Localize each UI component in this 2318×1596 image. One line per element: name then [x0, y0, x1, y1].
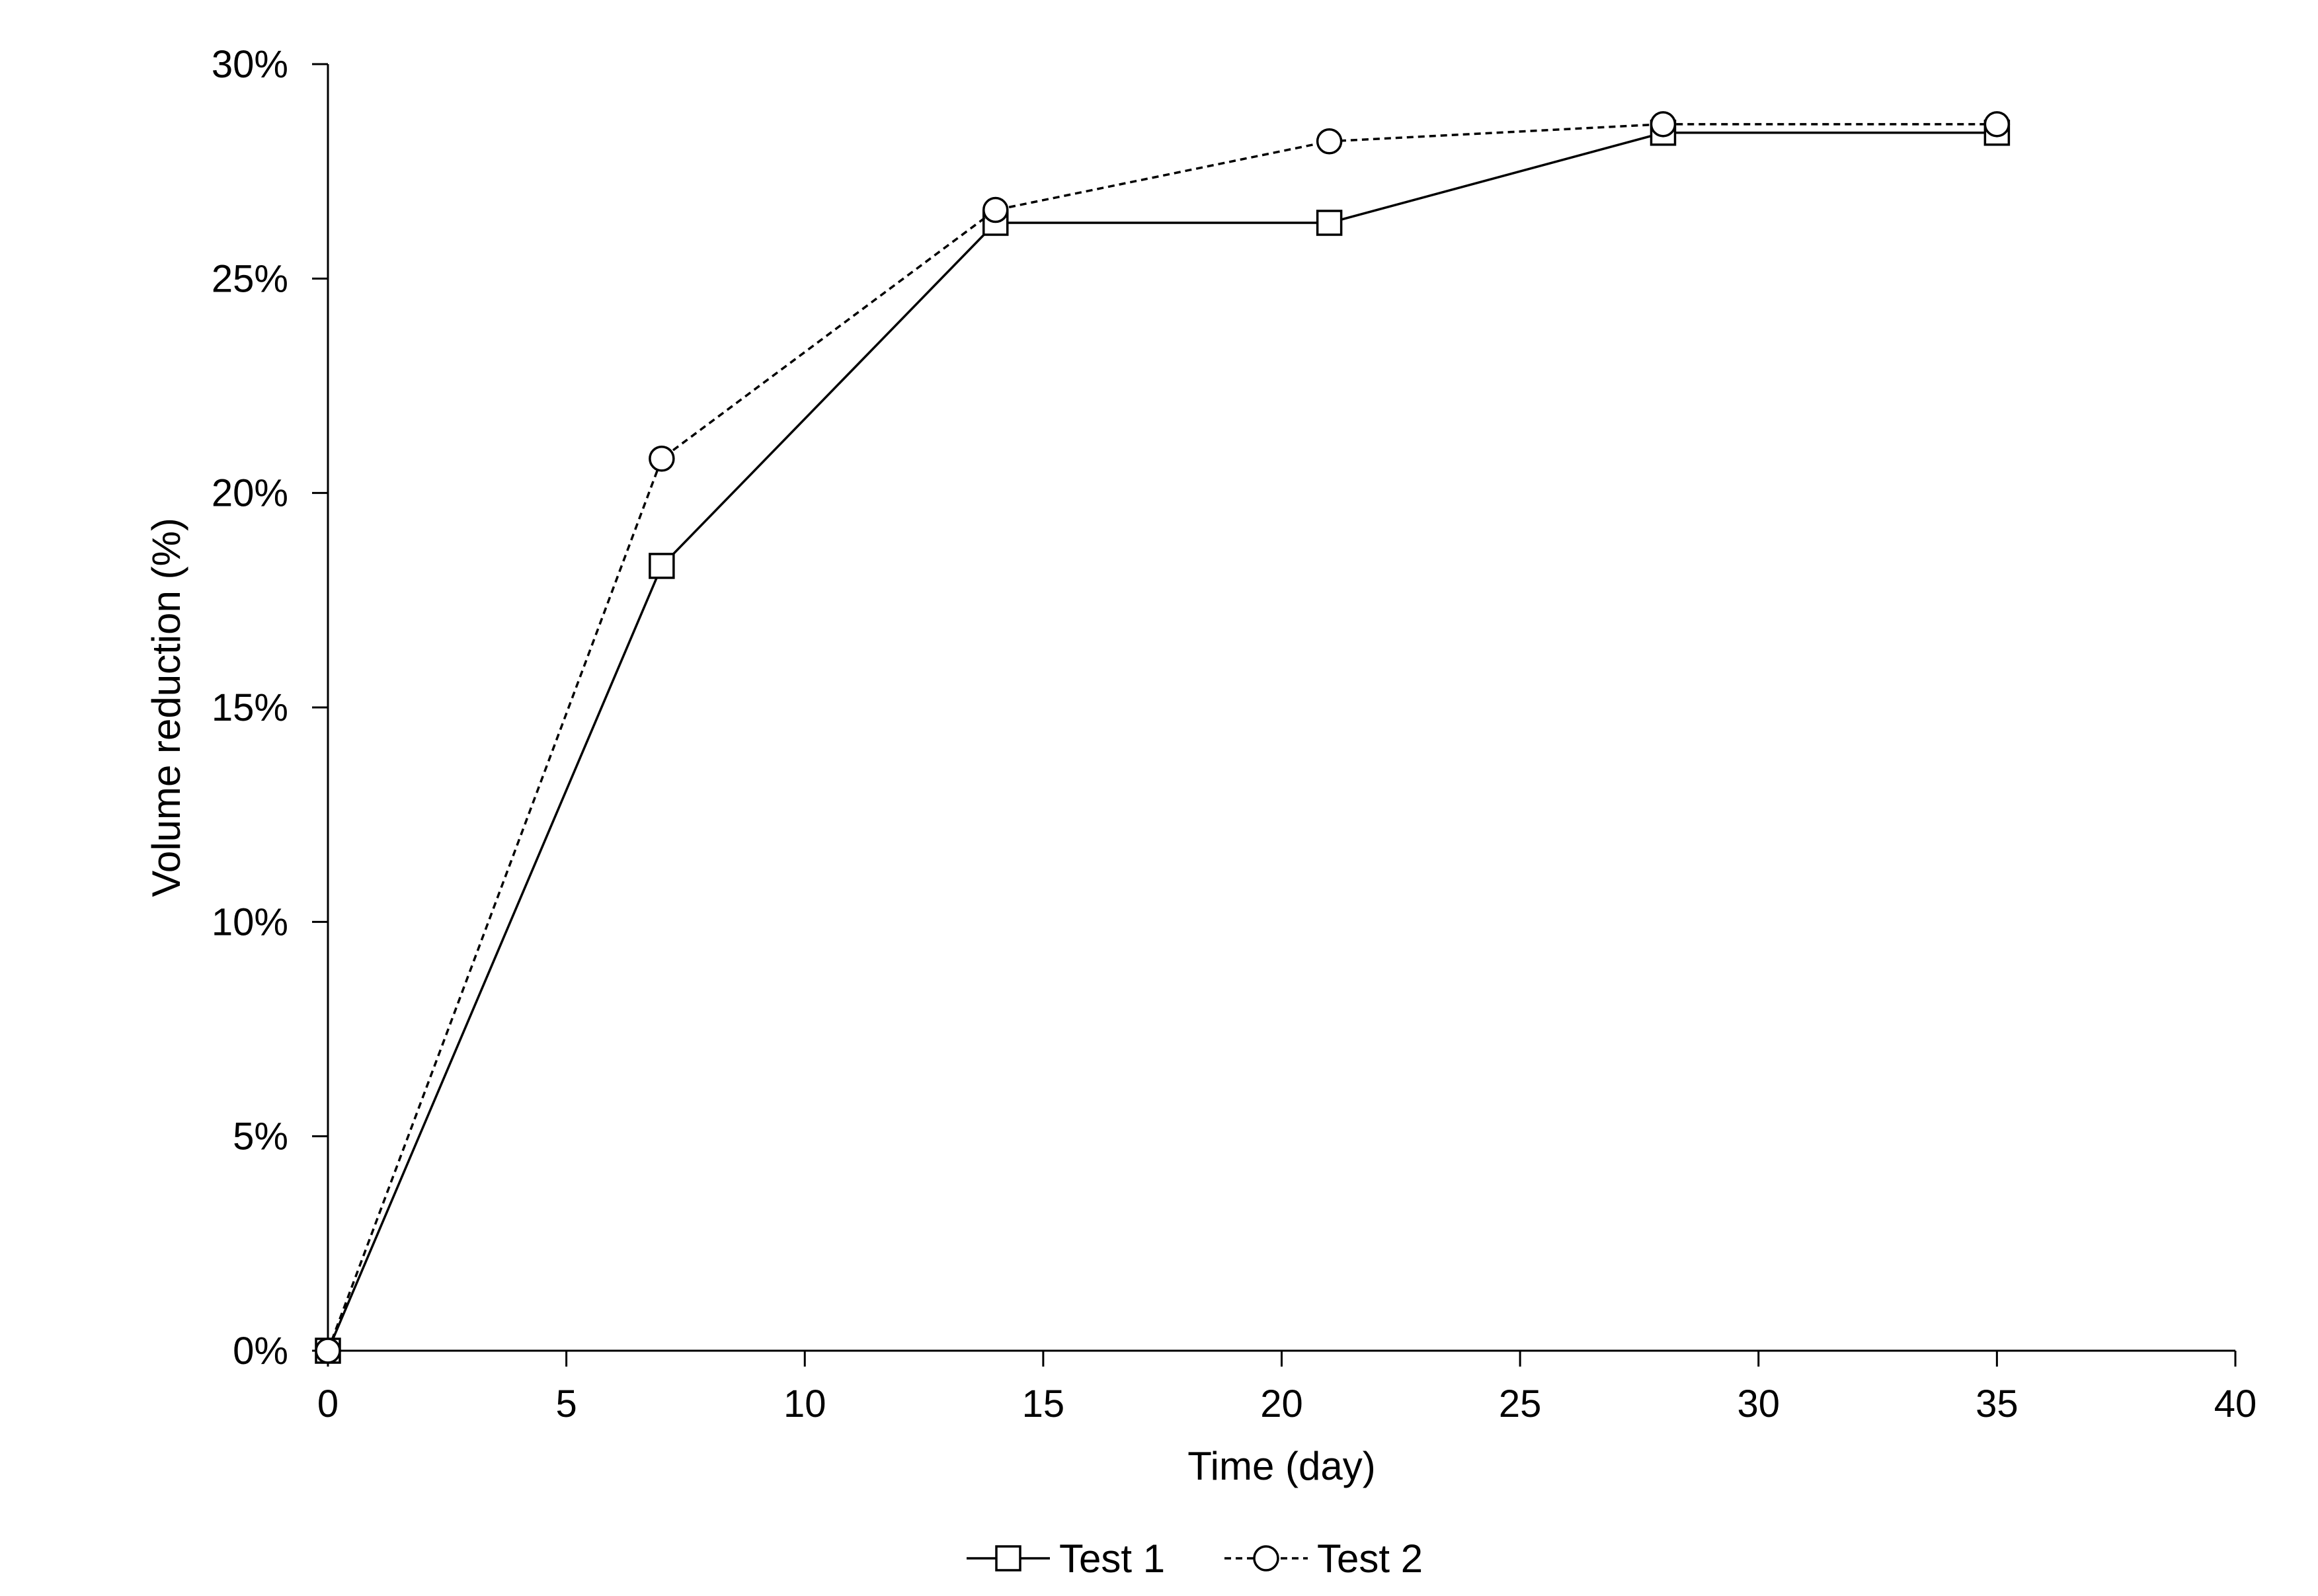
y-tick-label: 15% — [212, 686, 288, 729]
legend-label: Test 2 — [1317, 1536, 1423, 1581]
series-1-point — [1316, 210, 1343, 236]
axes — [327, 64, 2235, 1352]
x-tick-label: 10 — [783, 1382, 826, 1425]
y-tick-label: 20% — [212, 472, 288, 515]
series-1-line — [327, 132, 1997, 1351]
series-2-line — [327, 123, 1997, 1351]
x-tick-label: 35 — [1976, 1382, 2018, 1425]
x-axis-title: Time (day) — [1187, 1444, 1375, 1488]
x-tick-label: 30 — [1737, 1382, 1780, 1425]
series-layer — [315, 111, 2011, 1364]
x-tick-label: 5 — [555, 1382, 577, 1425]
x-tick-label: 40 — [2214, 1382, 2257, 1425]
series-1 — [315, 120, 2011, 1364]
x-tick-label: 0 — [317, 1382, 339, 1425]
y-axis-ticks: 0% 5% 10% 15% 20% 25% 30% — [212, 43, 328, 1373]
legend: Test 1 Test 2 — [967, 1536, 1423, 1581]
legend-swatch-marker — [995, 1545, 1021, 1572]
legend-label: Test 1 — [1059, 1536, 1165, 1581]
y-tick-label: 30% — [212, 43, 288, 86]
series-1-point — [649, 553, 675, 579]
series-2-point — [649, 446, 675, 472]
series-2-point — [1650, 111, 1677, 138]
x-tick-label: 25 — [1499, 1382, 1542, 1425]
y-tick-label: 0% — [233, 1330, 288, 1373]
series-2-point — [1316, 128, 1343, 155]
series-2 — [315, 111, 2011, 1364]
series-2-point — [315, 1337, 341, 1364]
legend-entry-1: Test 1 — [967, 1536, 1165, 1581]
series-2-point — [1983, 111, 2011, 138]
y-tick-label: 25% — [212, 257, 288, 300]
series-2-point — [982, 196, 1009, 223]
legend-entry-2: Test 2 — [1224, 1536, 1423, 1581]
y-axis-title: Volume reduction (%) — [144, 518, 188, 897]
legend-swatch-marker — [1253, 1545, 1279, 1572]
y-tick-label: 5% — [233, 1115, 288, 1158]
y-tick-label: 10% — [212, 900, 288, 943]
x-axis-ticks: 0 5 10 15 20 25 30 35 40 — [317, 1351, 2257, 1425]
x-tick-label: 15 — [1022, 1382, 1065, 1425]
x-tick-label: 20 — [1260, 1382, 1303, 1425]
